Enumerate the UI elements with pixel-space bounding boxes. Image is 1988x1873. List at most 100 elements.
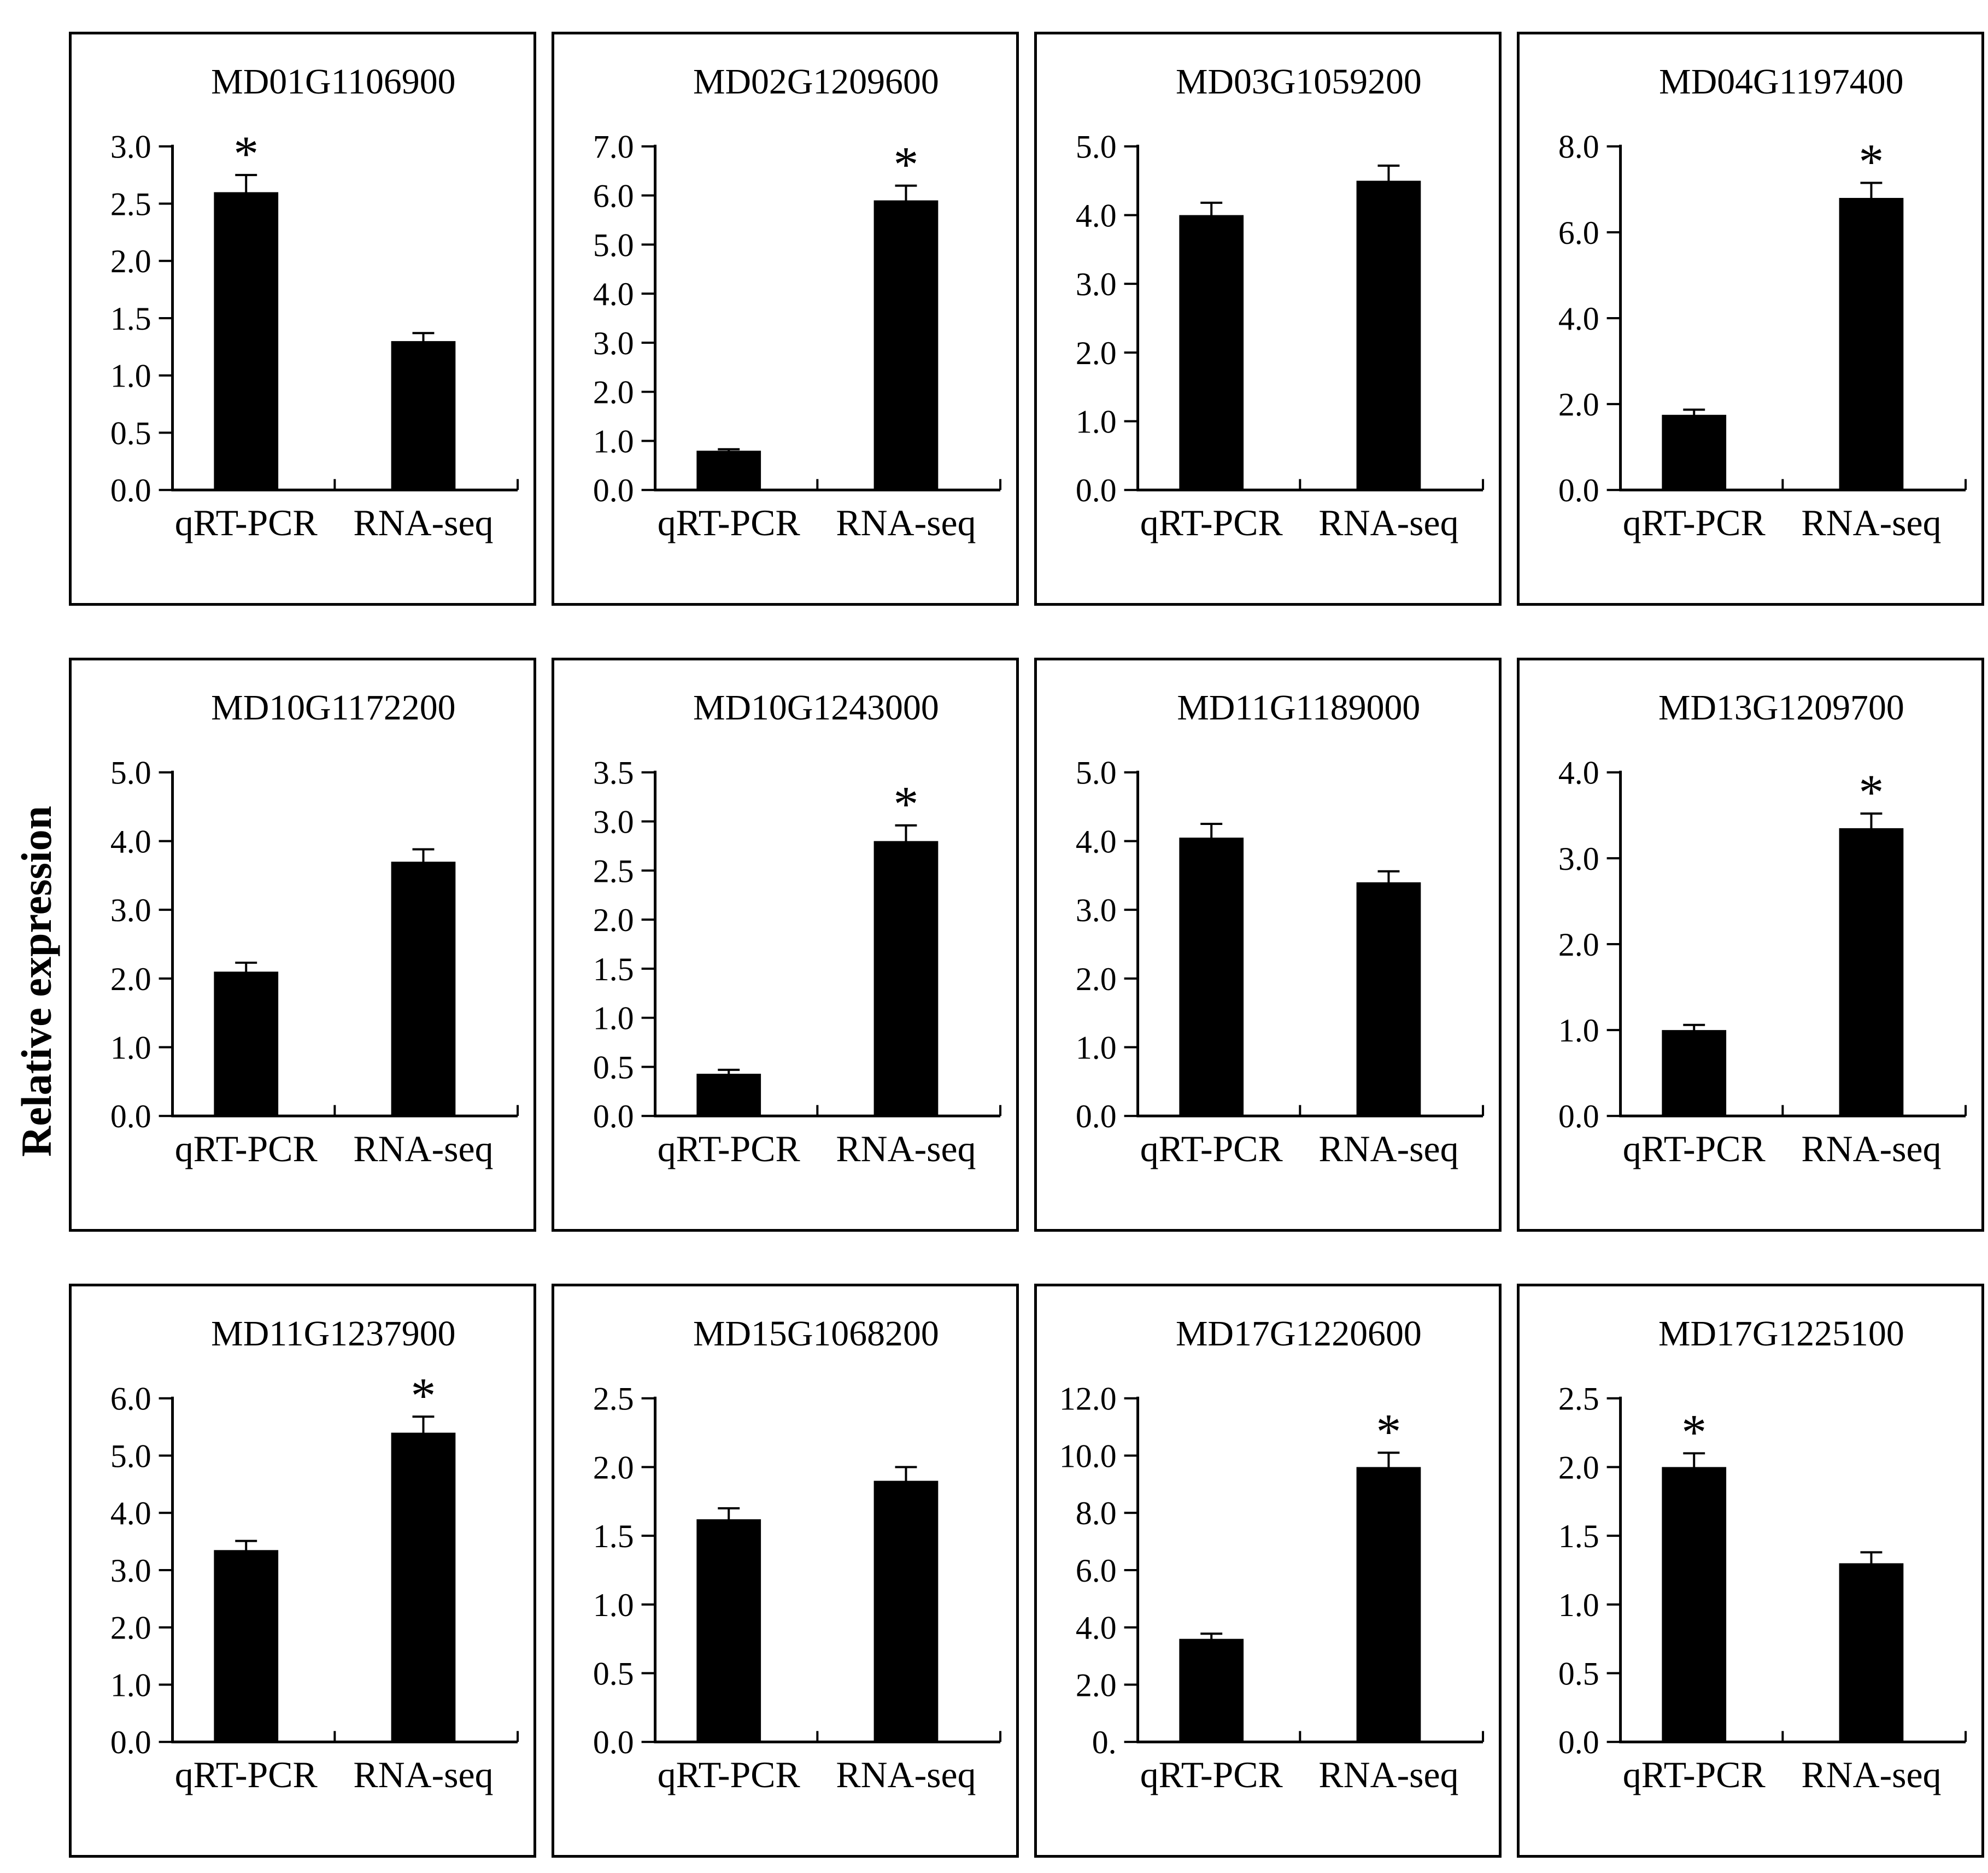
bar-qrt-pcr bbox=[214, 1550, 279, 1742]
chart-panel: MD04G1197400 0.0 2.0 4.0 6.0 8.0 qRT-PCR * RNA-s… bbox=[1517, 32, 1984, 606]
y-tick-label: 7.0 bbox=[593, 129, 634, 165]
y-tick-label: 1.5 bbox=[1558, 1518, 1599, 1554]
bar-rna-seq bbox=[1356, 180, 1421, 490]
y-tick-label: 0.0 bbox=[1076, 1098, 1117, 1134]
x-category-label: qRT-PCR bbox=[1623, 502, 1766, 543]
bar-chart-canvas: MD11G1237900 0.0 1.0 2.0 3.0 4.0 5.0 6.0 qRT-PCR… bbox=[110, 1314, 519, 1795]
bar-chart-canvas: MD17G1220600 0. 2.0 4.0 6.0 8.0 10.0 12.0 qRT-PC… bbox=[1059, 1314, 1485, 1795]
chart-title: MD11G1189000 bbox=[1177, 688, 1420, 728]
y-tick-label: 3.0 bbox=[593, 325, 634, 361]
significance-asterisk: * bbox=[233, 126, 259, 182]
y-tick-label: 4.0 bbox=[593, 276, 634, 312]
bar-qrt-pcr bbox=[1179, 215, 1244, 490]
significance-asterisk: * bbox=[894, 137, 919, 192]
y-tick-label: 0.5 bbox=[1558, 1656, 1599, 1692]
chart-panel: MD13G1209700 0.0 1.0 2.0 3.0 4.0 qRT-PCR * RNA-s… bbox=[1517, 658, 1984, 1232]
y-tick-label: 1.0 bbox=[110, 1030, 151, 1066]
bar-rna-seq bbox=[391, 862, 456, 1116]
y-tick-label: 5.0 bbox=[110, 1438, 151, 1474]
y-tick-label: 4.0 bbox=[1076, 197, 1117, 233]
x-category-label: RNA-seq bbox=[1801, 502, 1941, 543]
y-tick-label: 1.0 bbox=[593, 423, 634, 459]
chart-title: MD13G1209700 bbox=[1658, 688, 1904, 728]
chart-title: MD10G1243000 bbox=[693, 688, 939, 728]
y-tick-label: 4.0 bbox=[110, 1495, 151, 1531]
y-tick-label: 2.0 bbox=[1076, 335, 1117, 371]
bar-qrt-pcr bbox=[1179, 1638, 1244, 1742]
x-category-label: qRT-PCR bbox=[1623, 1754, 1766, 1795]
y-tick-label: 4.0 bbox=[1558, 301, 1599, 337]
x-category-label: RNA-seq bbox=[353, 502, 493, 543]
significance-asterisk: * bbox=[894, 776, 919, 832]
panels-grid: MD01G1106900 0.0 0.5 1.0 1.5 2.0 2.5 3.0 * qRT-PC… bbox=[69, 32, 1984, 1858]
y-tick-label: 2.0 bbox=[593, 902, 634, 938]
bar-rna-seq bbox=[1839, 1563, 1904, 1742]
y-tick-label: 2.0 bbox=[593, 374, 634, 411]
y-tick-label: 6.0 bbox=[593, 178, 634, 214]
y-tick-label: 8.0 bbox=[1558, 129, 1599, 165]
y-tick-label: 2.5 bbox=[593, 1381, 634, 1417]
x-category-label: qRT-PCR bbox=[1623, 1128, 1766, 1169]
y-tick-label: 2.0 bbox=[110, 1610, 151, 1646]
y-tick-label: 2.0 bbox=[1076, 961, 1117, 997]
x-category-label: RNA-seq bbox=[1801, 1754, 1941, 1795]
chart-panel: MD15G1068200 0.0 0.5 1.0 1.5 2.0 2.5 qRT-PCR RNA… bbox=[552, 1284, 1019, 1858]
x-category-label: RNA-seq bbox=[836, 1754, 976, 1795]
significance-asterisk: * bbox=[1376, 1403, 1401, 1459]
y-tick-label: 0.0 bbox=[593, 1724, 634, 1760]
chart-title: MD02G1209600 bbox=[693, 62, 939, 102]
y-tick-label: 5.0 bbox=[593, 227, 634, 263]
y-tick-label: 6.0 bbox=[1076, 1553, 1117, 1589]
chart-title: MD17G1225100 bbox=[1658, 1314, 1904, 1354]
bar-qrt-pcr bbox=[1662, 1467, 1727, 1742]
y-tick-label: 0.5 bbox=[593, 1049, 634, 1085]
y-tick-label: 3.0 bbox=[110, 129, 151, 165]
bar-chart-canvas: MD11G1189000 0.0 1.0 2.0 3.0 4.0 5.0 qRT-PCR RNA… bbox=[1076, 688, 1485, 1169]
y-tick-label: 1.0 bbox=[110, 358, 151, 394]
y-tick-label: 1.0 bbox=[1076, 404, 1117, 440]
bar-chart-canvas: MD10G1243000 0.0 0.5 1.0 1.5 2.0 2.5 3.0 3.5 qRT-… bbox=[593, 688, 1002, 1169]
y-tick-label: 8.0 bbox=[1076, 1495, 1117, 1531]
x-category-label: qRT-PCR bbox=[175, 1754, 318, 1795]
y-tick-label: 2.0 bbox=[1558, 387, 1599, 423]
y-tick-label: 0.0 bbox=[110, 1098, 151, 1134]
chart-title: MD10G1172200 bbox=[211, 688, 455, 728]
y-tick-label: 2.5 bbox=[593, 853, 634, 889]
chart-panel: MD02G1209600 0.0 1.0 2.0 3.0 4.0 5.0 6.0 7.0 qRT-… bbox=[552, 32, 1019, 606]
y-tick-label: 1.0 bbox=[593, 1587, 634, 1623]
y-tick-label: 0.0 bbox=[1558, 1098, 1599, 1134]
y-tick-label: 3.0 bbox=[1558, 841, 1599, 877]
chart-title: MD03G1059200 bbox=[1176, 62, 1422, 102]
y-tick-label: 3.0 bbox=[110, 892, 151, 928]
chart-panel: MD17G1220600 0. 2.0 4.0 6.0 8.0 10.0 12.0 qRT-PC… bbox=[1034, 1284, 1502, 1858]
bar-rna-seq bbox=[1356, 882, 1421, 1116]
y-tick-label: 5.0 bbox=[110, 755, 151, 791]
x-category-label: RNA-seq bbox=[1801, 1128, 1941, 1169]
y-tick-label: 1.5 bbox=[593, 951, 634, 987]
bar-qrt-pcr bbox=[1662, 414, 1727, 490]
y-tick-label: 4.0 bbox=[1558, 755, 1599, 791]
bar-qrt-pcr bbox=[696, 450, 761, 490]
bar-rna-seq bbox=[873, 841, 939, 1116]
bar-rna-seq bbox=[873, 1480, 939, 1742]
chart-title: MD04G1197400 bbox=[1659, 62, 1903, 102]
y-tick-label: 10.0 bbox=[1059, 1438, 1117, 1474]
y-tick-label: 0.0 bbox=[1076, 472, 1117, 508]
chart-panel: MD11G1189000 0.0 1.0 2.0 3.0 4.0 5.0 qRT-PCR RNA… bbox=[1034, 658, 1502, 1232]
x-category-label: RNA-seq bbox=[836, 502, 976, 543]
y-tick-label: 12.0 bbox=[1059, 1381, 1117, 1417]
bar-qrt-pcr bbox=[214, 971, 279, 1116]
y-tick-label: 1.0 bbox=[593, 1000, 634, 1037]
y-tick-label: 1.0 bbox=[1558, 1587, 1599, 1623]
bar-qrt-pcr bbox=[214, 192, 279, 490]
x-category-label: qRT-PCR bbox=[1140, 502, 1283, 543]
x-category-label: RNA-seq bbox=[353, 1754, 493, 1795]
y-tick-label: 2.0 bbox=[593, 1449, 634, 1485]
x-category-label: RNA-seq bbox=[353, 1128, 493, 1169]
y-tick-label: 3.0 bbox=[593, 804, 634, 840]
significance-asterisk: * bbox=[1859, 134, 1884, 190]
y-tick-label: 2.0 bbox=[110, 243, 151, 279]
chart-panel: MD10G1172200 0.0 1.0 2.0 3.0 4.0 5.0 qRT-PCR RNA… bbox=[69, 658, 536, 1232]
y-tick-label: 6.0 bbox=[110, 1381, 151, 1417]
y-tick-label: 1.0 bbox=[1558, 1012, 1599, 1049]
